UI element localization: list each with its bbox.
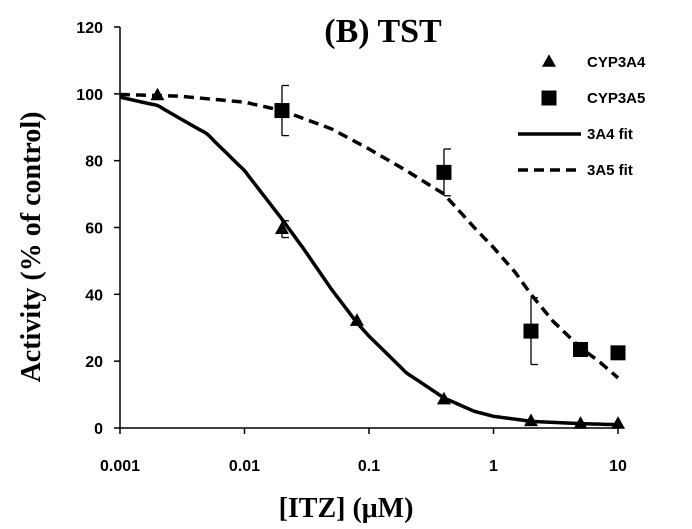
x-tick-label: 0.1 (358, 458, 380, 475)
data-point-cyp3a4 (274, 221, 289, 234)
data-point-cyp3a5 (436, 164, 452, 180)
x-tick-label: 0.01 (229, 458, 260, 475)
data-point-cyp3a5 (523, 323, 539, 339)
x-axis-title: [ITZ] (μM) (279, 493, 414, 524)
data-point-cyp3a4 (349, 313, 364, 326)
y-tick-label: 100 (76, 87, 103, 104)
axes-layer: 0 20 40 60 80 100 120 0.001 0.01 0.1 1 10 (76, 20, 627, 475)
data-point-cyp3a4 (611, 416, 625, 429)
legend-label-3a4-fit: 3A4 fit (587, 126, 633, 143)
data-point-cyp3a5 (610, 345, 626, 361)
legend-marker-cyp3a5 (541, 90, 557, 106)
legend-marker-cyp3a4 (542, 54, 556, 67)
legend-label-cyp3a5: CYP3A5 (587, 90, 645, 107)
data-point-cyp3a4 (573, 416, 588, 429)
series-line-3a4-fit (119, 95, 619, 427)
data-point-cyp3a5 (573, 341, 589, 357)
data-points-layer (150, 84, 626, 429)
data-point-cyp3a4 (150, 87, 165, 101)
data-point-cyp3a5 (274, 103, 290, 119)
x-tick-label: 0.001 (100, 458, 140, 475)
y-tick-label: 20 (85, 354, 103, 371)
x-tick-label: 10 (609, 458, 627, 475)
legend: CYP3A4 CYP3A5 3A4 fit 3A5 fit (518, 54, 646, 179)
data-point-cyp3a4 (436, 391, 451, 405)
data-point-cyp3a4 (523, 413, 538, 427)
x-tick-label: 1 (489, 458, 498, 475)
y-tick-label: 60 (85, 221, 103, 238)
y-axis-title: Activity (% of control) (16, 112, 47, 383)
y-tick-label: 120 (76, 20, 103, 37)
fit-lines-layer (119, 92, 620, 427)
series-line-3a5-fit (119, 92, 620, 380)
y-tick-label: 80 (85, 154, 103, 171)
y-tick-label: 40 (85, 287, 103, 304)
legend-label-cyp3a4: CYP3A4 (587, 54, 646, 71)
legend-label-3a5-fit: 3A5 fit (587, 162, 633, 179)
y-tick-label: 0 (94, 421, 103, 438)
chart-title: (B) TST (324, 13, 442, 50)
